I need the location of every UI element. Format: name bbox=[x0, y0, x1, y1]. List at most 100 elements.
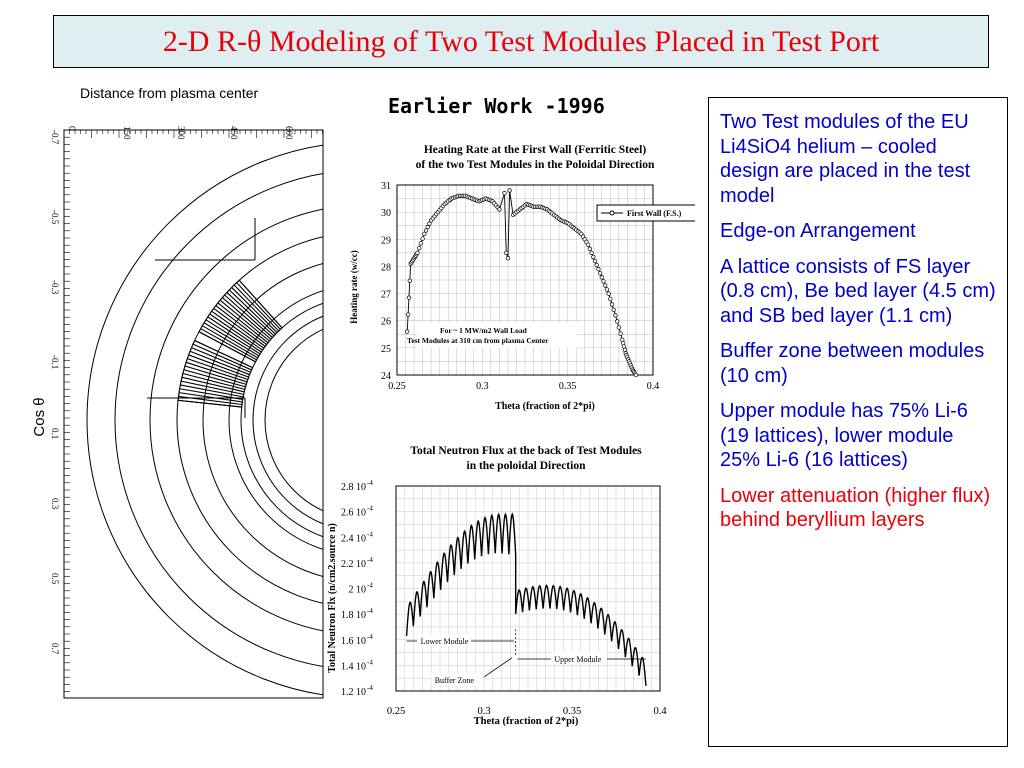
bullet-li6-content: Upper module has 75% Li-6 (19 lattices),… bbox=[720, 400, 968, 471]
lattice-line bbox=[178, 392, 243, 403]
lattice-line bbox=[184, 365, 247, 385]
heating-title: Heating Rate at the First Wall (Ferritic… bbox=[424, 144, 647, 156]
lattice-line bbox=[231, 287, 278, 333]
flux-title: Total Neutron Flux at the back of Test M… bbox=[410, 445, 642, 457]
annotation-bg bbox=[417, 634, 472, 647]
cos-tick-label: -0.7 bbox=[50, 130, 60, 145]
flux-ytick-exponent: -4 bbox=[367, 684, 373, 692]
heating-subtitle: of the two Test Modules in the Poloidal … bbox=[416, 159, 655, 171]
heating-data-point bbox=[615, 319, 620, 324]
neutron-flux-chart: Total Neutron Flux at the back of Test M… bbox=[327, 445, 667, 727]
flux-ytick-exponent: -4 bbox=[367, 658, 373, 666]
heating-data-point bbox=[594, 262, 599, 268]
flux-annotations: Lower Module Upper Module Buffer Zone bbox=[406, 629, 646, 685]
heating-ytick: 25 bbox=[381, 344, 391, 355]
lattice-line bbox=[181, 376, 245, 393]
heating-data-point bbox=[597, 271, 603, 276]
heating-data-point bbox=[497, 207, 502, 212]
cos-tick-label: 0.7 bbox=[50, 643, 60, 655]
lattice-line bbox=[211, 310, 265, 349]
lattice-line bbox=[205, 319, 261, 355]
flux-ytick-exponent: -4 bbox=[367, 556, 373, 564]
radial-tick-label: 450 bbox=[229, 126, 239, 140]
cos-tick-label: -0.3 bbox=[50, 280, 60, 295]
lattice-line bbox=[215, 305, 267, 345]
flux-ytick: 2.2 10 bbox=[341, 559, 366, 570]
flux-ylabel: Total Neutron Flx (n/cm2.source n) bbox=[327, 523, 338, 673]
geometry-arc bbox=[228, 290, 323, 550]
plot-frame bbox=[396, 184, 654, 376]
flux-ytick-exponent: -4 bbox=[367, 479, 373, 487]
heating-data-point bbox=[608, 296, 613, 302]
lattice-line bbox=[185, 361, 248, 383]
lattice-line bbox=[213, 307, 266, 347]
lattice-line bbox=[191, 347, 251, 373]
lattice-line bbox=[177, 399, 242, 408]
bullet-lattice: A lattice consists of FS layer (0.8 cm),… bbox=[720, 255, 996, 327]
slide-title: 2-D R-θ Modeling of Two Test Modules Pla… bbox=[162, 24, 880, 58]
flux-ytick-exponent: -4 bbox=[367, 530, 373, 538]
heating-data-point bbox=[585, 242, 591, 247]
flux-ytick: 2.8 10 bbox=[341, 482, 366, 493]
flux-subtitle: in the poloidal Direction bbox=[467, 460, 587, 472]
heating-data-point bbox=[592, 258, 598, 264]
heating-data-point bbox=[504, 250, 509, 256]
heating-xtick: 0.35 bbox=[559, 381, 577, 392]
lattice-line bbox=[207, 316, 262, 353]
heating-data-point bbox=[502, 190, 507, 196]
heating-ytick: 28 bbox=[381, 262, 391, 273]
heating-data-point bbox=[405, 312, 411, 317]
buffer-zone-label: Buffer Zone bbox=[435, 676, 475, 685]
heating-data-point bbox=[589, 250, 594, 256]
upper-test-module bbox=[198, 279, 283, 363]
heating-rate-chart: Heating Rate at the First Wall (Ferritic… bbox=[349, 144, 695, 412]
rtheta-geometry-diagram: 0 150 300 450 600 -0.7 -0.5 -0.3 -0.1 0.1 0.3 0.5 0… bbox=[50, 126, 324, 699]
flux-ytick-exponent: -4 bbox=[367, 633, 373, 641]
radial-tick-label: 0 bbox=[67, 126, 77, 131]
cos-tick-label: 0.1 bbox=[50, 428, 60, 439]
heating-annotation-1: For ~ 1 MW/m2 Wall Load bbox=[440, 326, 528, 335]
heating-data-point bbox=[613, 313, 618, 318]
geometry-arc bbox=[202, 263, 323, 577]
heating-data-point bbox=[422, 231, 427, 237]
lattice-line bbox=[189, 350, 250, 376]
cos-tick-label: -0.5 bbox=[50, 210, 60, 225]
heating-data-point bbox=[633, 372, 639, 378]
heating-ytick: 31 bbox=[381, 181, 391, 192]
heating-data-point bbox=[620, 340, 626, 346]
cos-tick-label: 0.5 bbox=[50, 573, 60, 585]
heating-ytick: 26 bbox=[381, 317, 391, 328]
flux-ytick: 1.4 10 bbox=[341, 661, 366, 672]
heating-data-point bbox=[603, 283, 608, 288]
flux-xtick: 0.35 bbox=[563, 706, 581, 717]
flux-xtick: 0.3 bbox=[477, 706, 490, 717]
flux-xlabel: Theta (fraction of 2*pi) bbox=[474, 716, 579, 727]
heating-legend: First Wall (F.S.) bbox=[596, 204, 695, 222]
heating-data-point bbox=[418, 241, 424, 246]
flux-ytick: 2.4 10 bbox=[341, 533, 366, 544]
heating-data-point bbox=[599, 275, 604, 280]
heating-data-point bbox=[587, 246, 593, 251]
lattice-line bbox=[233, 284, 280, 332]
heating-data-point bbox=[604, 287, 610, 292]
lower-module-label: Lower Module bbox=[421, 637, 469, 646]
lattice-line bbox=[202, 325, 259, 359]
flux-xtick: 0.25 bbox=[387, 706, 405, 717]
heating-data-point bbox=[620, 337, 625, 342]
lattice-line bbox=[188, 354, 249, 378]
heating-data-point bbox=[616, 325, 622, 330]
heating-xtick: 0.4 bbox=[647, 381, 660, 392]
flux-ytick: 2.6 10 bbox=[341, 508, 366, 519]
bullet-modules: Two Test modules of the EU Li4SiO4 heliu… bbox=[720, 111, 971, 207]
heating-ytick: 24 bbox=[381, 371, 391, 382]
heating-data-point bbox=[505, 256, 511, 261]
lattice-line bbox=[180, 380, 244, 395]
lattice-line bbox=[238, 279, 283, 329]
lattice-line bbox=[236, 282, 281, 330]
heating-data-point bbox=[415, 250, 420, 256]
geometry-arc bbox=[149, 208, 323, 632]
heating-ytick: 30 bbox=[381, 208, 391, 219]
heating-data-point bbox=[601, 279, 606, 284]
radial-tick-label: 150 bbox=[122, 126, 132, 140]
lattice-line bbox=[182, 372, 245, 390]
